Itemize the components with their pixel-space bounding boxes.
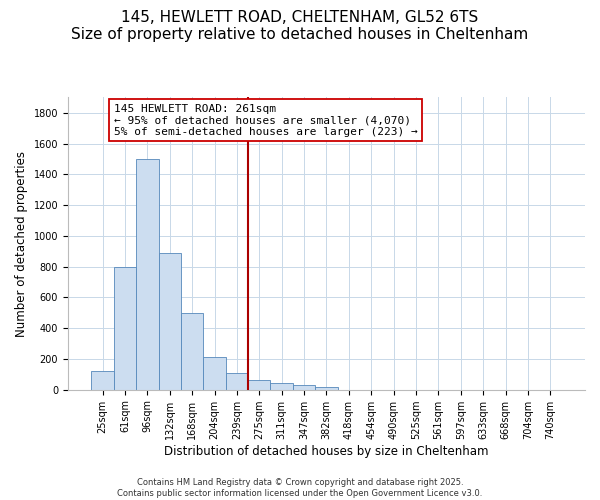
Bar — [293, 385, 315, 390]
Bar — [114, 266, 136, 390]
Bar — [91, 372, 114, 390]
Bar — [181, 313, 203, 390]
X-axis label: Distribution of detached houses by size in Cheltenham: Distribution of detached houses by size … — [164, 444, 489, 458]
Text: 145 HEWLETT ROAD: 261sqm
← 95% of detached houses are smaller (4,070)
5% of semi: 145 HEWLETT ROAD: 261sqm ← 95% of detach… — [114, 104, 418, 137]
Y-axis label: Number of detached properties: Number of detached properties — [15, 150, 28, 336]
Bar — [271, 383, 293, 390]
Text: Contains HM Land Registry data © Crown copyright and database right 2025.
Contai: Contains HM Land Registry data © Crown c… — [118, 478, 482, 498]
Bar — [136, 159, 158, 390]
Text: 145, HEWLETT ROAD, CHELTENHAM, GL52 6TS
Size of property relative to detached ho: 145, HEWLETT ROAD, CHELTENHAM, GL52 6TS … — [71, 10, 529, 42]
Bar — [203, 358, 226, 390]
Bar — [248, 380, 271, 390]
Bar — [315, 386, 338, 390]
Bar — [158, 253, 181, 390]
Bar — [226, 373, 248, 390]
